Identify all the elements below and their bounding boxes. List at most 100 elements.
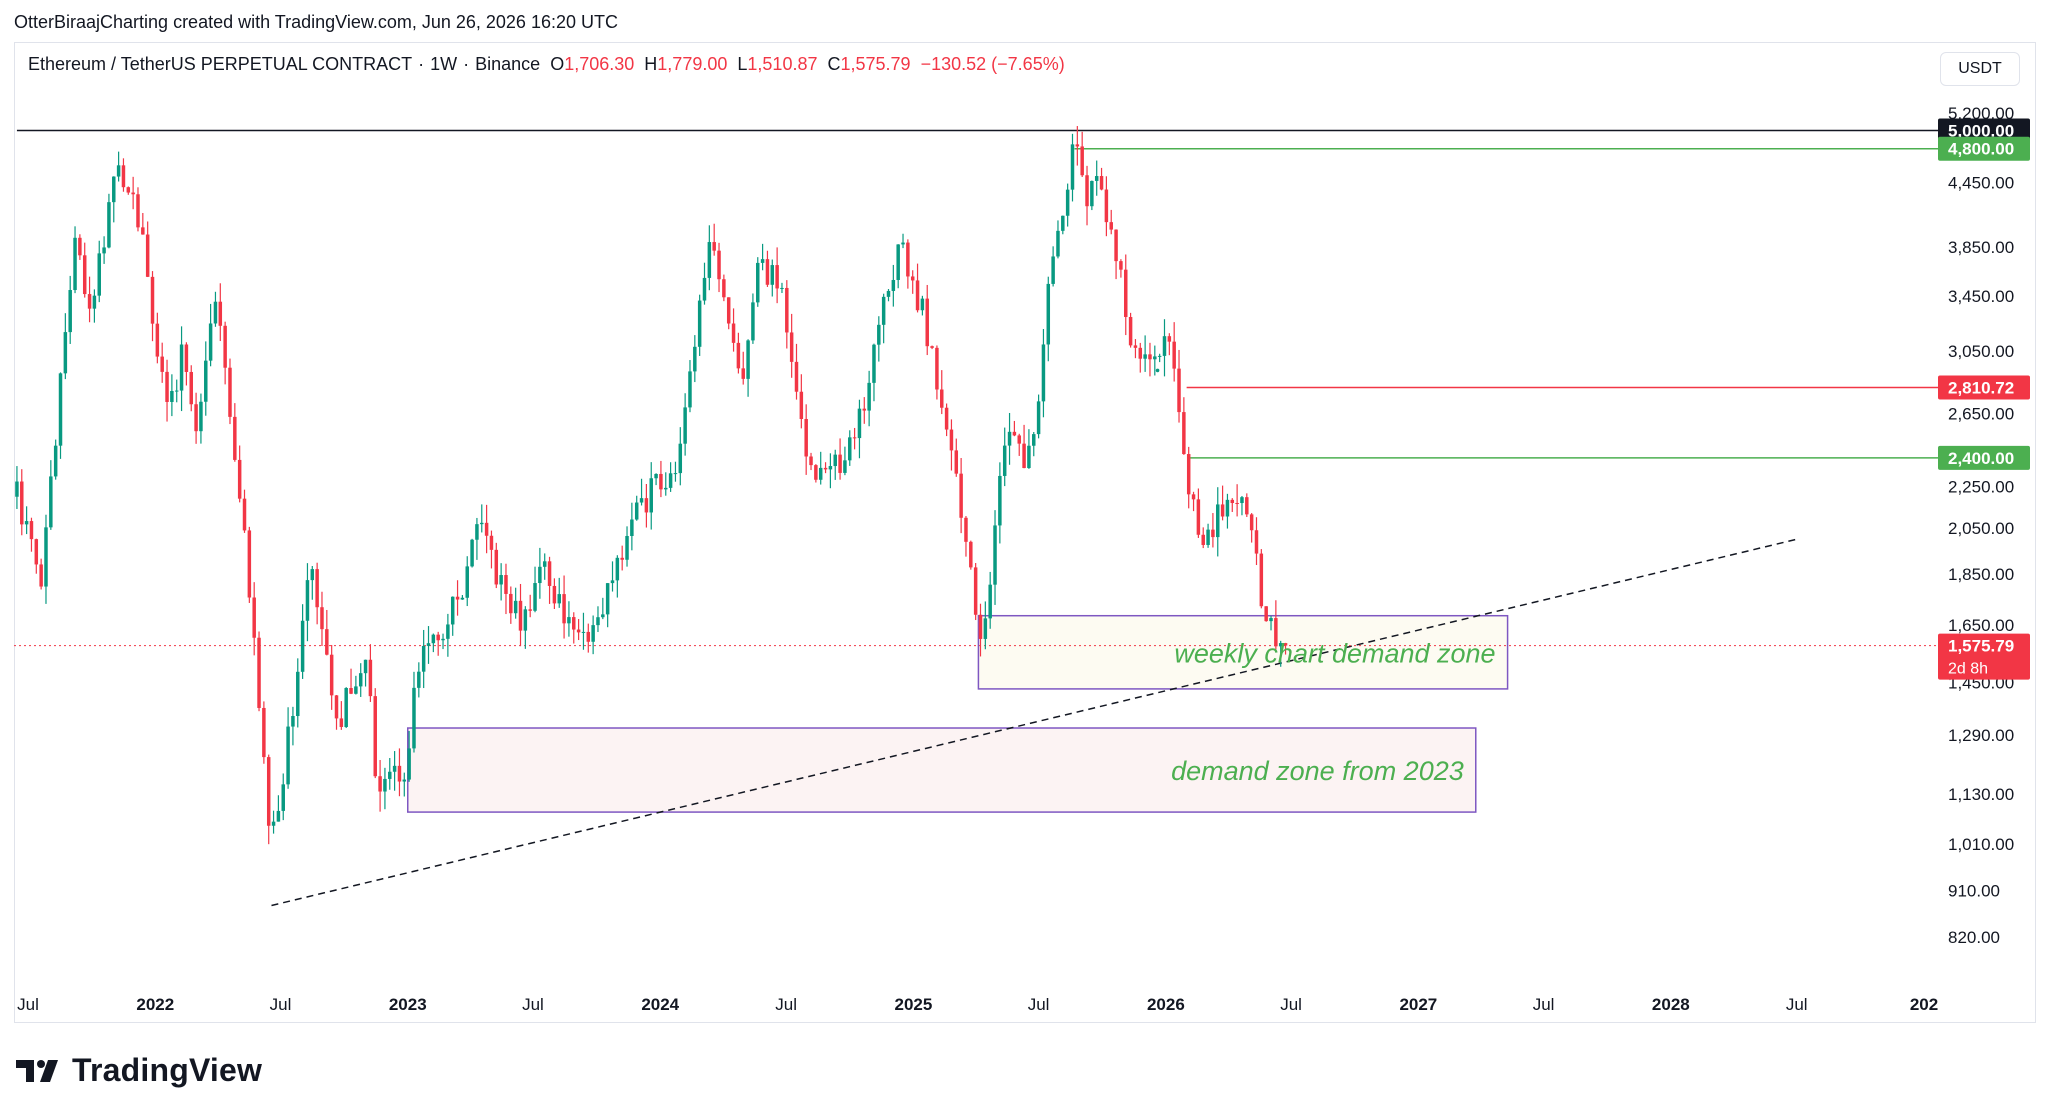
countdown-label: 2d 8h xyxy=(1948,661,1988,678)
candle-body xyxy=(1216,504,1220,538)
candle-body xyxy=(237,459,242,499)
candle-body xyxy=(421,645,426,672)
candle-body xyxy=(881,296,886,325)
candle-body xyxy=(572,617,576,630)
candle-body xyxy=(557,594,561,604)
candle-body xyxy=(1124,269,1128,318)
candle-body xyxy=(1206,529,1210,545)
low-label: L xyxy=(737,54,748,74)
candle-body xyxy=(649,478,653,513)
chart-caption: OtterBiraajCharting created with Trading… xyxy=(14,12,618,32)
candle-body xyxy=(717,250,721,280)
brand-name: TradingView xyxy=(72,1052,263,1088)
candle-body xyxy=(668,473,673,488)
candle-body xyxy=(24,521,29,525)
candle-body xyxy=(489,535,494,550)
candle-body xyxy=(92,295,97,309)
candle-body xyxy=(1080,146,1084,176)
demand-zone-box xyxy=(407,727,1477,813)
candle-body xyxy=(1172,341,1176,369)
price-tag-bg xyxy=(1938,445,2030,470)
candle-body xyxy=(833,454,837,467)
candle-body xyxy=(354,686,358,694)
candle-body xyxy=(634,502,639,520)
candle-body xyxy=(789,332,794,362)
candle-body xyxy=(87,294,92,309)
candle-body xyxy=(518,600,523,631)
candle-body xyxy=(1061,215,1065,231)
candle-body xyxy=(1119,261,1123,270)
candle-body xyxy=(155,323,160,357)
candle-body xyxy=(954,450,959,474)
candle-body xyxy=(547,561,552,586)
candle-body xyxy=(896,244,900,280)
candle-body xyxy=(228,367,232,417)
price-tag-label: 4,800.00 xyxy=(1948,140,2014,159)
symbol-name[interactable]: Ethereum / TetherUS PERPETUAL CONTRACT xyxy=(28,54,413,74)
brand-logo[interactable]: TradingView xyxy=(16,1052,262,1089)
candle-body xyxy=(935,347,939,390)
candle-body xyxy=(73,237,77,291)
candle-body xyxy=(726,297,731,324)
candle-body xyxy=(1225,499,1230,517)
current-price-tag-bg xyxy=(1938,633,2030,680)
candle-body xyxy=(867,382,871,411)
x-tick-label: 2022 xyxy=(136,995,174,1014)
price-tag-bg xyxy=(1938,136,2030,161)
candle-body xyxy=(499,575,503,585)
candle-body xyxy=(1094,176,1099,181)
candle-body xyxy=(184,344,189,372)
candle-body xyxy=(194,404,198,432)
candle-body xyxy=(707,242,712,278)
y-tick-label: 1,650.00 xyxy=(1948,616,2014,635)
candle-body xyxy=(470,539,474,567)
candle-body xyxy=(121,165,126,188)
candle-body xyxy=(160,356,164,372)
candle-body xyxy=(58,373,63,446)
candle-body xyxy=(1269,618,1273,622)
candle-body xyxy=(1128,317,1133,346)
candle-body xyxy=(1196,499,1201,535)
candle-body xyxy=(615,557,620,581)
exchange: Binance xyxy=(475,54,541,74)
candle-body xyxy=(596,617,600,626)
candle-body xyxy=(116,165,121,177)
x-tick-label: 2024 xyxy=(641,995,679,1014)
candle-body xyxy=(49,476,53,528)
candle-body xyxy=(644,498,649,513)
candle-body xyxy=(765,259,770,285)
candle-body xyxy=(630,519,634,536)
candle-body xyxy=(339,718,344,727)
interval[interactable]: 1W xyxy=(430,54,458,74)
currency-button[interactable]: USDT xyxy=(1940,52,2020,86)
candle-body xyxy=(760,259,765,263)
candle-body xyxy=(204,360,208,402)
candle-body xyxy=(1027,445,1031,469)
candle-body xyxy=(1070,144,1075,190)
candle-body xyxy=(1090,180,1094,207)
candle-body xyxy=(315,569,319,608)
candle-body xyxy=(1278,643,1283,647)
x-tick-label: 2023 xyxy=(389,995,427,1014)
candle-body xyxy=(189,371,193,405)
candle-body xyxy=(804,418,808,457)
candle-body xyxy=(252,597,256,638)
open-value: 1,706.30 xyxy=(564,54,635,74)
candle-body xyxy=(625,535,629,560)
candle-body xyxy=(383,778,387,792)
candle-body xyxy=(959,473,963,518)
candle-body xyxy=(1036,401,1041,435)
candle-body xyxy=(373,696,377,777)
candle-body xyxy=(1022,443,1026,469)
candle-body xyxy=(818,467,823,480)
candle-body xyxy=(528,609,532,611)
candle-body xyxy=(702,277,707,301)
candle-body xyxy=(693,346,697,372)
candle-body xyxy=(562,594,566,624)
candle-body xyxy=(998,475,1002,526)
candle-body xyxy=(1002,445,1007,476)
candle-body xyxy=(305,580,310,621)
candle-body xyxy=(1012,431,1017,436)
candle-body xyxy=(136,194,140,228)
